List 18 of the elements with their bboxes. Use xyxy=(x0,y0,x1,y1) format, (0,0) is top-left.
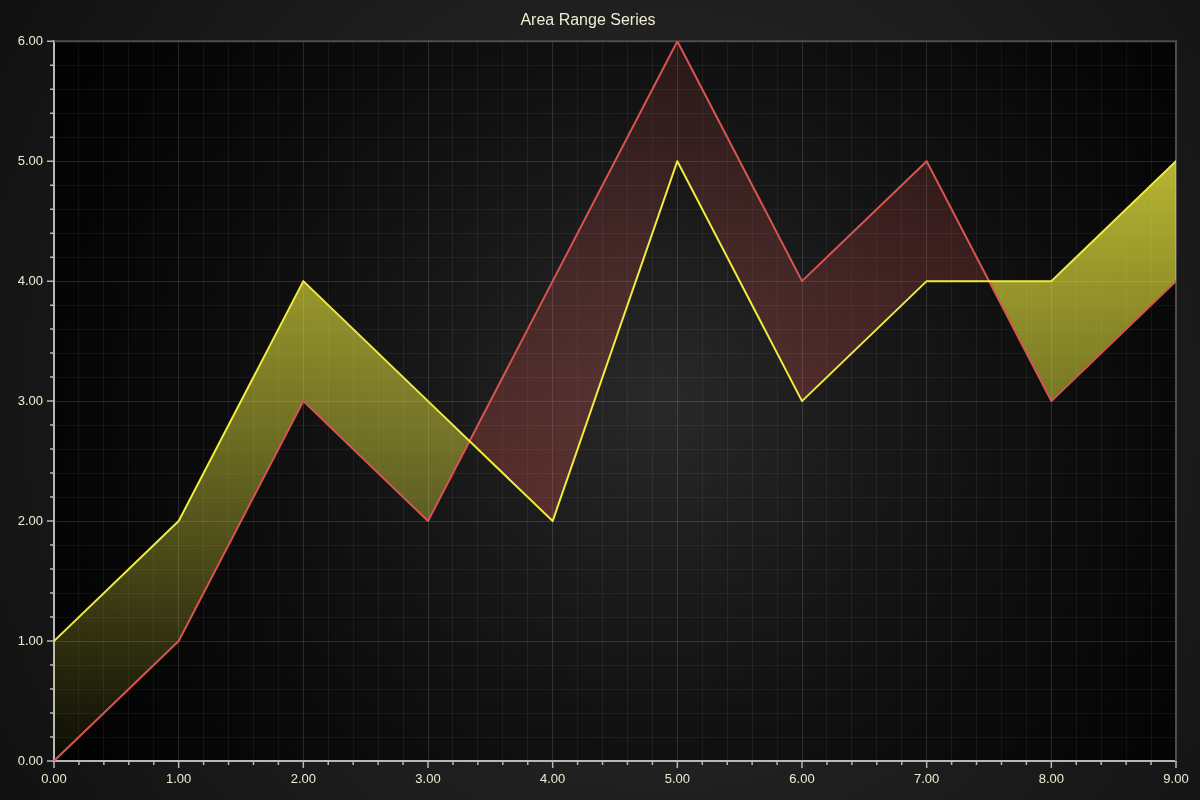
x-tick-label: 2.00 xyxy=(290,771,316,787)
x-tick-label: 9.00 xyxy=(1163,771,1189,787)
x-tick-label: 8.00 xyxy=(1038,771,1064,787)
y-tick-label: 2.00 xyxy=(17,512,43,528)
y-tick-label: 1.00 xyxy=(17,632,43,648)
x-tick-label: 5.00 xyxy=(664,771,690,787)
y-tick-label: 3.00 xyxy=(17,392,43,408)
x-tick-label: 6.00 xyxy=(789,771,815,787)
y-tick-label: 6.00 xyxy=(17,32,43,48)
y-tick-label: 5.00 xyxy=(17,152,43,168)
y-tick-label: 0.00 xyxy=(17,752,43,768)
chart-title: Area Range Series xyxy=(520,11,656,29)
y-tick-label: 4.00 xyxy=(17,272,43,288)
x-tick-label: 1.00 xyxy=(166,771,192,787)
x-tick-label: 4.00 xyxy=(540,771,566,787)
x-tick-label: 3.00 xyxy=(415,771,441,787)
x-tick-label: 0.00 xyxy=(41,771,67,787)
x-tick-label: 7.00 xyxy=(914,771,940,787)
